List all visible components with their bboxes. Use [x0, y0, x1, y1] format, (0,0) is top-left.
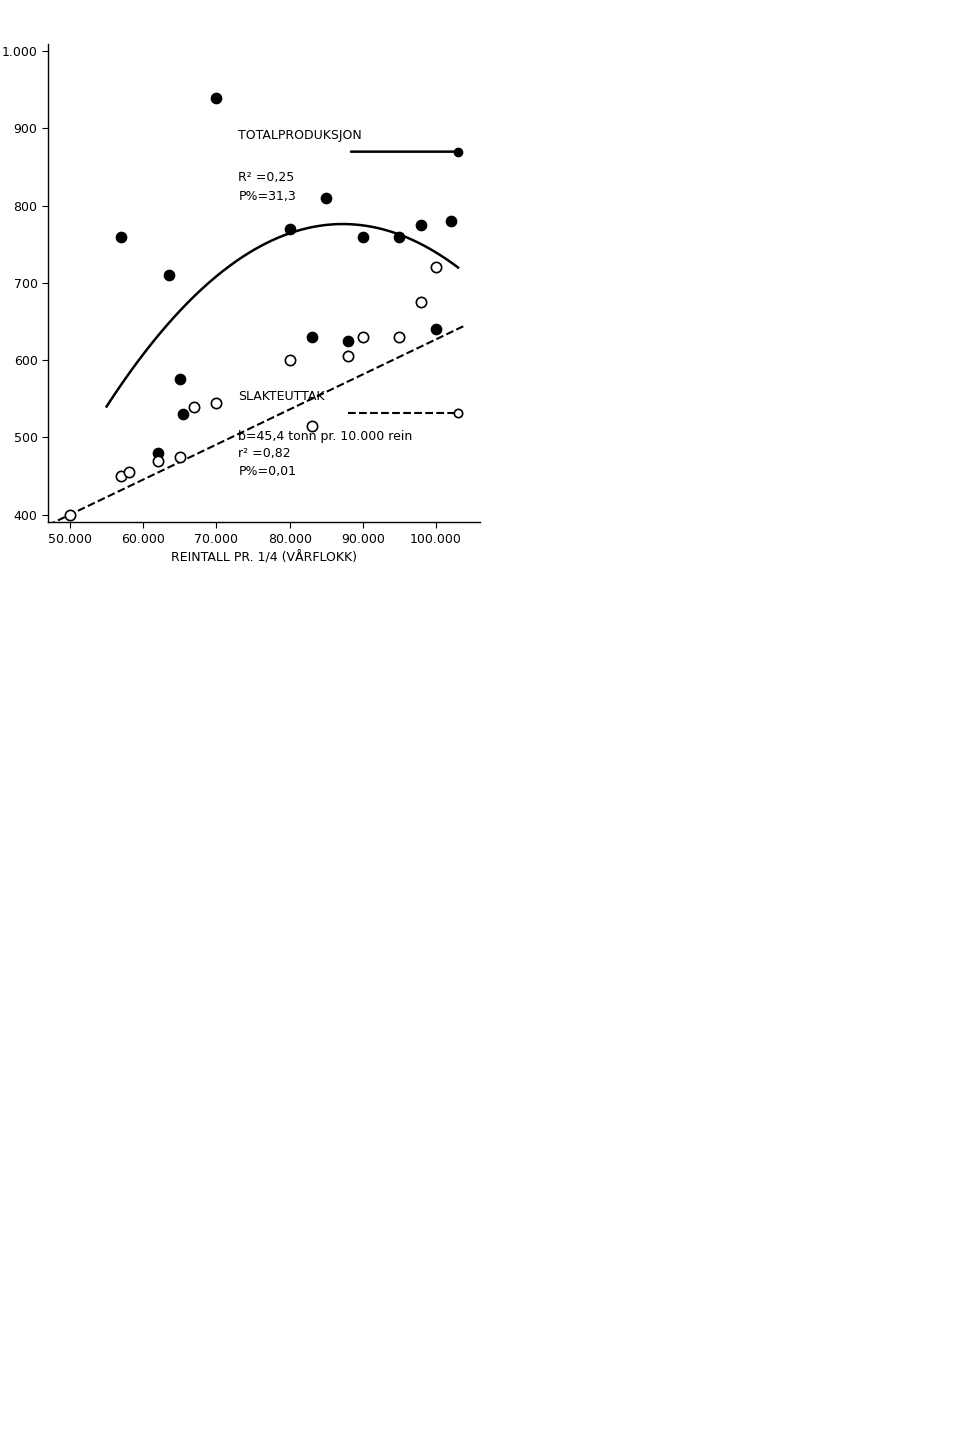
- Point: [428, 255, 444, 279]
- Point: [355, 225, 371, 248]
- X-axis label: REINTALL PR. 1/4 (VÅRFLOKK): REINTALL PR. 1/4 (VÅRFLOKK): [171, 551, 357, 564]
- Text: P%=0,01: P%=0,01: [238, 466, 297, 479]
- Point: [187, 395, 203, 418]
- Point: [121, 460, 136, 483]
- Point: [414, 213, 429, 237]
- Point: [428, 318, 444, 341]
- Point: [443, 209, 458, 232]
- Point: [113, 464, 129, 488]
- Point: [392, 225, 407, 248]
- Point: [392, 325, 407, 348]
- Point: [172, 445, 187, 469]
- Point: [150, 441, 165, 464]
- Point: [208, 390, 224, 415]
- Point: [282, 218, 298, 241]
- Point: [414, 290, 429, 313]
- Point: [161, 264, 177, 287]
- Point: [172, 369, 187, 392]
- Text: b=45,4 tonn pr. 10.000 rein: b=45,4 tonn pr. 10.000 rein: [238, 429, 413, 443]
- Point: [319, 186, 334, 209]
- Point: [176, 402, 191, 425]
- Point: [304, 414, 320, 437]
- Point: [282, 348, 298, 371]
- Point: [304, 325, 320, 348]
- Point: [341, 345, 356, 369]
- Point: [355, 325, 371, 348]
- Text: SLAKTEUTTAK: SLAKTEUTTAK: [238, 390, 324, 402]
- Text: TOTALPRODUKSJON: TOTALPRODUKSJON: [238, 129, 362, 142]
- Text: P%=31,3: P%=31,3: [238, 190, 296, 203]
- Text: r² =0,82: r² =0,82: [238, 447, 291, 460]
- Point: [341, 329, 356, 353]
- Point: [208, 86, 224, 109]
- Point: [62, 503, 78, 527]
- Text: R² =0,25: R² =0,25: [238, 171, 295, 184]
- Point: [150, 448, 165, 472]
- Point: [113, 225, 129, 248]
